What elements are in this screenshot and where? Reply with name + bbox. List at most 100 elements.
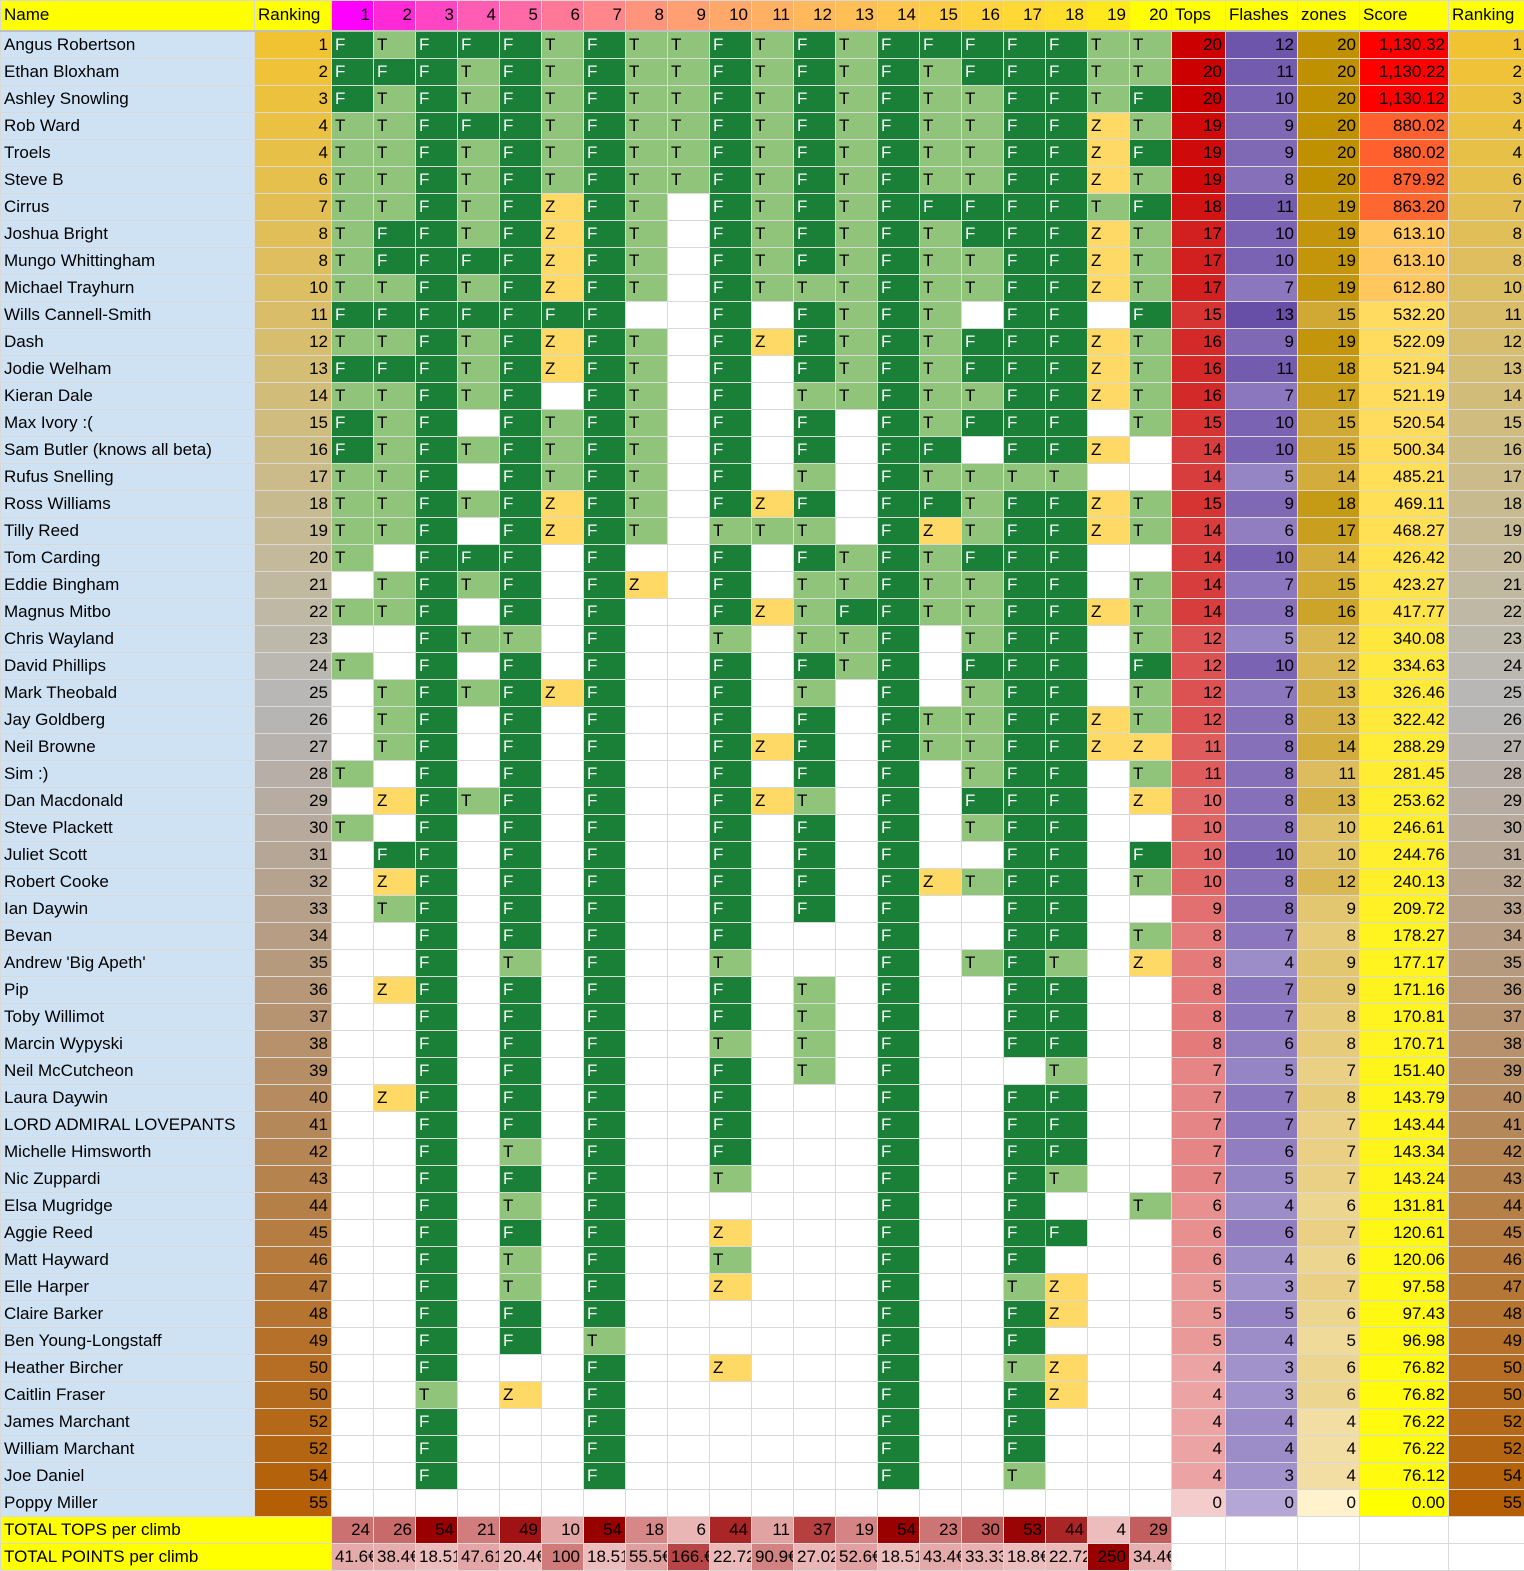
climber-name[interactable]: Sam Butler (knows all beta) xyxy=(1,436,255,463)
header-zones[interactable]: zones xyxy=(1298,1,1360,31)
climber-name[interactable]: Ethan Bloxham xyxy=(1,58,255,85)
climber-name[interactable]: Mark Theobald xyxy=(1,679,255,706)
climber-name[interactable]: Rob Ward xyxy=(1,112,255,139)
header-climb-11[interactable]: 11 xyxy=(752,1,794,31)
climber-name[interactable]: Kieran Dale xyxy=(1,382,255,409)
header-climb-7[interactable]: 7 xyxy=(584,1,626,31)
climber-name[interactable]: Mungo Whittingham xyxy=(1,247,255,274)
header-climb-15[interactable]: 15 xyxy=(920,1,962,31)
header-name[interactable]: Name xyxy=(1,1,255,31)
climber-name[interactable]: Juliet Scott xyxy=(1,841,255,868)
climber-name[interactable]: Caitlin Fraser xyxy=(1,1381,255,1408)
header-climb-3[interactable]: 3 xyxy=(416,1,458,31)
climber-name[interactable]: Magnus Mitbo xyxy=(1,598,255,625)
climber-name[interactable]: Cirrus xyxy=(1,193,255,220)
climber-name[interactable]: William Marchant xyxy=(1,1435,255,1462)
climber-name[interactable]: Jodie Welham xyxy=(1,355,255,382)
climber-name[interactable]: Max Ivory :( xyxy=(1,409,255,436)
climber-name[interactable]: Poppy Miller xyxy=(1,1489,255,1516)
header-climb-2[interactable]: 2 xyxy=(374,1,416,31)
climber-name[interactable]: Matt Hayward xyxy=(1,1246,255,1273)
header-climb-14[interactable]: 14 xyxy=(878,1,920,31)
header-climb-12[interactable]: 12 xyxy=(794,1,836,31)
climber-name[interactable]: Elsa Mugridge xyxy=(1,1192,255,1219)
header-climb-17[interactable]: 17 xyxy=(1004,1,1046,31)
climber-name[interactable]: Heather Bircher xyxy=(1,1354,255,1381)
climber-name[interactable]: Bevan xyxy=(1,922,255,949)
climber-name[interactable]: Eddie Bingham xyxy=(1,571,255,598)
header-climb-18[interactable]: 18 xyxy=(1046,1,1088,31)
climber-name[interactable]: Claire Barker xyxy=(1,1300,255,1327)
climber-name[interactable]: Ian Daywin xyxy=(1,895,255,922)
header-ranking[interactable]: Ranking xyxy=(255,1,332,31)
header-score[interactable]: Score xyxy=(1360,1,1449,31)
climber-name[interactable]: Elle Harper xyxy=(1,1273,255,1300)
climber-name[interactable]: Ashley Snowling xyxy=(1,85,255,112)
header-tops[interactable]: Tops xyxy=(1172,1,1226,31)
header-climb-1[interactable]: 1 xyxy=(332,1,374,31)
header-climb-13[interactable]: 13 xyxy=(836,1,878,31)
climber-name[interactable]: Ross Williams xyxy=(1,490,255,517)
header-climb-10[interactable]: 10 xyxy=(710,1,752,31)
header-climb-16[interactable]: 16 xyxy=(962,1,1004,31)
climber-name[interactable]: Joe Daniel xyxy=(1,1462,255,1489)
climber-name[interactable]: Tom Carding xyxy=(1,544,255,571)
climber-name[interactable]: Nic Zuppardi xyxy=(1,1165,255,1192)
climber-name[interactable]: Steve B xyxy=(1,166,255,193)
climber-name[interactable]: Aggie Reed xyxy=(1,1219,255,1246)
header-climb-19[interactable]: 19 xyxy=(1088,1,1130,31)
header-climb-9[interactable]: 9 xyxy=(668,1,710,31)
climber-name[interactable]: Dash xyxy=(1,328,255,355)
climber-name[interactable]: Dan Macdonald xyxy=(1,787,255,814)
header-climb-5[interactable]: 5 xyxy=(500,1,542,31)
climber-name[interactable]: Robert Cooke xyxy=(1,868,255,895)
climber-name[interactable]: Angus Robertson xyxy=(1,31,255,59)
climber-name[interactable]: Pip xyxy=(1,976,255,1003)
climber-name[interactable]: Andrew 'Big Apeth' xyxy=(1,949,255,976)
climber-name[interactable]: Sim :) xyxy=(1,760,255,787)
header-climb-20[interactable]: 20 xyxy=(1130,1,1172,31)
